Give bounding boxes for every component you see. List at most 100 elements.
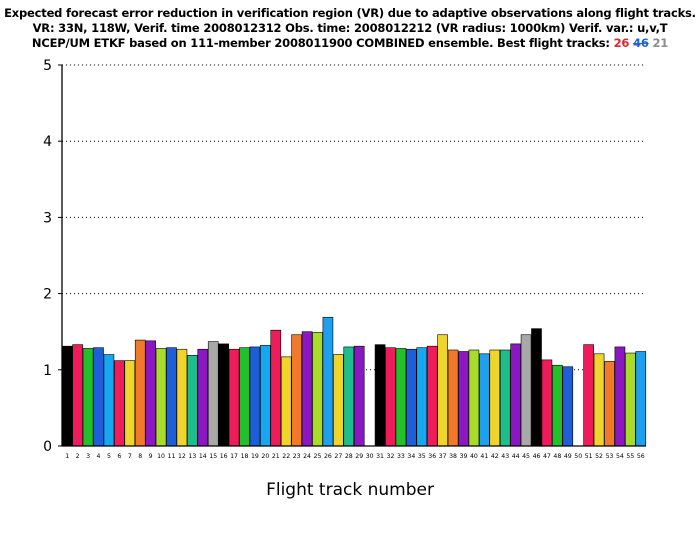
- x-tick-label-54: 54: [616, 453, 624, 460]
- x-tick-label-39: 39: [460, 453, 468, 460]
- x-tick-label-28: 28: [345, 453, 353, 460]
- bar-track-19: [249, 346, 261, 447]
- x-tick-label-19: 19: [251, 453, 259, 460]
- y-tick-label-1: 1: [43, 363, 52, 379]
- bar-track-13: [187, 355, 198, 447]
- x-tick-label-46: 46: [533, 453, 541, 460]
- bar-track-18: [239, 347, 250, 447]
- bar-track-9: [145, 340, 156, 447]
- y-tick-label-3: 3: [43, 210, 52, 226]
- bar-track-40: [468, 349, 480, 447]
- x-tick-label-2: 2: [76, 453, 80, 460]
- x-tick-label-17: 17: [230, 453, 238, 460]
- x-tick-label-10: 10: [157, 453, 165, 460]
- y-tick-label-4: 4: [43, 134, 52, 150]
- bar-track-49: [562, 366, 574, 447]
- bar-track-2: [72, 344, 83, 447]
- bar-track-34: [406, 348, 417, 447]
- x-tick-label-51: 51: [585, 453, 593, 460]
- x-tick-label-1: 1: [65, 453, 69, 460]
- bar-track-8: [134, 339, 146, 447]
- best-track-1: 26: [613, 36, 630, 50]
- bar-track-32: [385, 347, 396, 447]
- bar-track-16: [218, 343, 229, 447]
- x-tick-label-3: 3: [86, 453, 90, 460]
- x-tick-label-23: 23: [293, 453, 301, 460]
- bar-track-23: [291, 334, 302, 447]
- x-tick-label-4: 4: [97, 453, 101, 460]
- x-tick-label-49: 49: [564, 453, 572, 460]
- title-line-2: VR: 33N, 118W, Verif. time 2008012312 Ob…: [32, 21, 668, 35]
- bar-track-33: [395, 348, 407, 447]
- x-tick-label-34: 34: [407, 453, 415, 460]
- x-tick-label-12: 12: [178, 453, 186, 460]
- bar-track-53: [604, 361, 615, 447]
- bar-track-27: [333, 354, 344, 447]
- x-tick-label-45: 45: [522, 453, 530, 460]
- x-tick-label-32: 32: [387, 453, 395, 460]
- x-tick-label-29: 29: [355, 453, 363, 460]
- y-tick-label-2: 2: [43, 287, 52, 303]
- x-tick-label-43: 43: [501, 453, 509, 460]
- x-tick-label-24: 24: [303, 453, 311, 460]
- x-tick-label-6: 6: [117, 453, 121, 460]
- bar-track-54: [614, 346, 626, 447]
- bar-track-21: [270, 329, 282, 447]
- x-tick-label-5: 5: [107, 453, 111, 460]
- chart-title: Expected forecast error reduction in ver…: [0, 6, 700, 51]
- bar-track-28: [343, 346, 355, 447]
- bar-track-43: [499, 349, 511, 447]
- best-track-3: 21: [652, 36, 669, 50]
- x-tick-label-44: 44: [512, 453, 520, 460]
- x-tick-label-53: 53: [606, 453, 614, 460]
- bar-track-3: [82, 348, 94, 447]
- bar-track-22: [280, 356, 292, 447]
- best-track-2: 46: [633, 36, 649, 50]
- title-line-3: NCEP/UM ETKF based on 111-member 2008011…: [0, 36, 700, 51]
- x-axis-label: Flight track number: [266, 480, 434, 500]
- x-tick-label-13: 13: [188, 453, 196, 460]
- x-tick-label-11: 11: [168, 453, 176, 460]
- x-tick-label-25: 25: [314, 453, 322, 460]
- bar-track-7: [124, 360, 136, 447]
- bar-track-17: [228, 348, 240, 447]
- bar-track-42: [489, 349, 501, 447]
- bar-track-41: [479, 353, 490, 447]
- x-tick-label-26: 26: [324, 453, 332, 460]
- bar-track-35: [416, 347, 428, 447]
- title-line-1: Expected forecast error reduction in ver…: [4, 6, 696, 20]
- bar-track-47: [541, 359, 553, 447]
- bar-track-14: [197, 348, 209, 447]
- bar-track-20: [260, 345, 271, 447]
- bar-track-1: [61, 345, 73, 447]
- bar-track-31: [374, 344, 386, 447]
- x-tick-label-52: 52: [595, 453, 603, 460]
- y-tick-label-0: 0: [43, 439, 52, 455]
- x-tick-label-30: 30: [366, 453, 374, 460]
- bar-track-29: [353, 345, 365, 447]
- bar-track-26: [322, 316, 334, 447]
- bar-track-5: [103, 354, 115, 447]
- x-tick-label-21: 21: [272, 453, 280, 460]
- x-tick-label-35: 35: [418, 453, 426, 460]
- y-tick-label-5: 5: [43, 58, 52, 74]
- x-tick-label-47: 47: [543, 453, 551, 460]
- x-tick-label-33: 33: [397, 453, 405, 460]
- bar-track-46: [531, 328, 542, 447]
- bar-track-44: [510, 343, 521, 447]
- bar-track-48: [552, 364, 563, 447]
- bar-track-56: [635, 351, 647, 447]
- bar-track-4: [93, 347, 104, 447]
- x-tick-label-42: 42: [491, 453, 499, 460]
- bar-track-11: [166, 347, 177, 447]
- bar-track-39: [458, 351, 469, 447]
- bar-track-12: [176, 348, 188, 447]
- x-tick-label-50: 50: [574, 453, 582, 460]
- bar-track-52: [593, 353, 605, 447]
- x-tick-label-31: 31: [376, 453, 384, 460]
- x-tick-label-15: 15: [209, 453, 217, 460]
- bar-track-36: [426, 345, 438, 447]
- x-tick-label-22: 22: [282, 453, 290, 460]
- x-tick-label-27: 27: [334, 453, 342, 460]
